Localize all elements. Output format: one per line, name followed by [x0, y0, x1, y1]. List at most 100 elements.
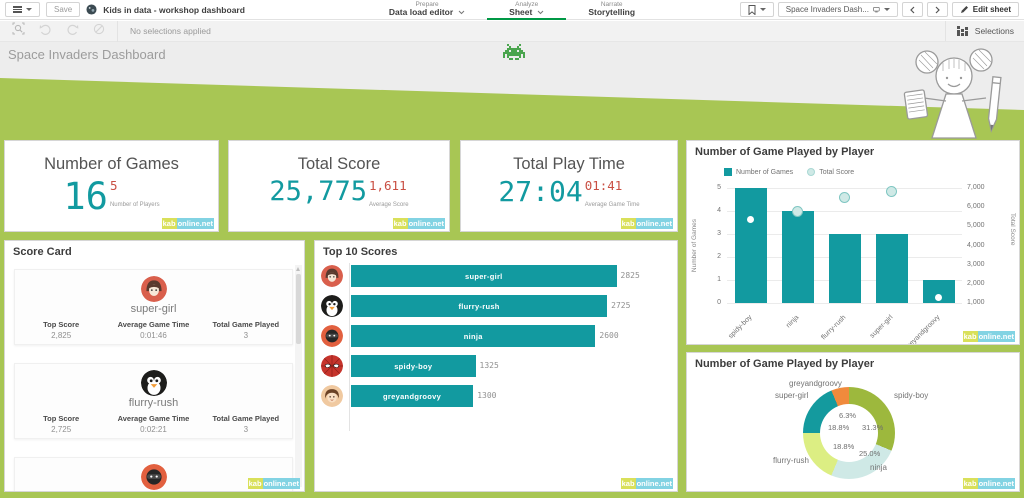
slice-label-ninja: ninja	[870, 463, 887, 472]
bar-label: super-girl	[464, 271, 503, 281]
legend-label: Number of Games	[736, 168, 794, 176]
panel-title: Score Card	[13, 246, 72, 258]
point-super-girl[interactable]	[886, 185, 897, 197]
left-axis-tick: 3	[717, 230, 721, 237]
score-value: 2825	[620, 271, 640, 280]
score-card-flurry-rush[interactable]: flurry-rush Top Score 2,725 Average Game Ti…	[14, 363, 293, 439]
selections-tool-button[interactable]: Selections	[944, 21, 1024, 41]
selections-label: Selections	[974, 26, 1014, 36]
step-back-icon[interactable]	[39, 22, 52, 40]
global-menu-button[interactable]	[5, 2, 40, 17]
separator	[117, 20, 118, 42]
score-value: 1300	[477, 391, 497, 400]
toolbar-right: Space Invaders Dash... Edit sheet	[657, 2, 1024, 17]
smart-search-icon[interactable]	[12, 22, 25, 40]
stat-header: Total Game Played	[212, 320, 280, 329]
stat-value: 3	[243, 425, 249, 434]
kpi-secondary-value: 01:41	[584, 178, 623, 193]
stat-header: Top Score	[43, 320, 80, 329]
bar-ninja[interactable]	[781, 211, 814, 303]
bookmarks-button[interactable]	[739, 2, 774, 17]
stat-value: 2,725	[51, 425, 72, 434]
slice-pct-flurry-rush: 18.8%	[833, 442, 855, 451]
step-forward-icon[interactable]	[66, 22, 79, 40]
score-card-ninja[interactable]: ninjaTop ScoreAverage Game TimeTotal Gam…	[14, 457, 293, 492]
score-card-panel[interactable]: Score Card super-girl Top Score 2,825 Avera…	[4, 240, 305, 492]
score-bar-greyandgroovy[interactable]: greyandgroovy	[351, 385, 474, 407]
scroll-up-arrow-icon[interactable]	[296, 267, 301, 271]
nav-label: Storytelling	[588, 6, 636, 17]
nav-label: Sheet	[509, 6, 533, 17]
player-name: ninja	[15, 491, 292, 492]
sheet-selector-button[interactable]: Space Invaders Dash...	[777, 2, 898, 17]
watermark: kab online.net	[161, 218, 214, 229]
clear-selections-icon[interactable]	[93, 22, 105, 40]
sheet-selector-label: Space Invaders Dash...	[785, 5, 869, 14]
combo-chart-games-by-player[interactable]: Number of Game Played by Player Number o…	[686, 140, 1020, 345]
slice-pct-greyandgroovy: 6.3%	[839, 411, 857, 420]
point-spidy-boy[interactable]	[747, 216, 754, 224]
point-greyandgroovy[interactable]	[935, 293, 942, 301]
gridline	[727, 303, 962, 304]
chevron-down-icon	[883, 8, 890, 11]
kpi-value: 16	[63, 175, 108, 218]
bar-spidy-boy[interactable]	[734, 188, 767, 303]
top-10-scores-chart[interactable]: Top 10 Scores super-girl 2825 flurry-rush 2…	[314, 240, 678, 492]
bar-super-girl[interactable]	[875, 234, 908, 303]
watermark: kab online.net	[962, 478, 1015, 489]
scrollbar[interactable]	[295, 265, 302, 487]
scrollbar-thumb[interactable]	[296, 274, 301, 344]
top-toolbar: Save Kids in data - workshop dashboard P…	[0, 0, 1024, 20]
right-axis-tick: 6,000	[967, 203, 985, 211]
watermark: kab online.net	[620, 218, 673, 229]
point-flurry-rush[interactable]	[839, 192, 850, 204]
nav-narrate[interactable]: Narrate Storytelling	[566, 0, 657, 20]
slice-label-greyandgroovy: greyandgroovy	[789, 379, 842, 388]
watermark: kab online.net	[247, 478, 300, 489]
previous-sheet-button[interactable]	[901, 2, 923, 17]
score-bar-flurry-rush[interactable]: flurry-rush	[351, 295, 608, 317]
stat-value: 3	[243, 331, 249, 340]
bar-label: spidy-boy	[394, 361, 433, 371]
edit-sheet-button[interactable]: Edit sheet	[951, 2, 1019, 17]
avatar-greyandgroovy	[321, 385, 343, 407]
next-sheet-button[interactable]	[926, 2, 948, 17]
slice-label-spidy-boy: spidy-boy	[894, 391, 929, 400]
nav-prepare[interactable]: Prepare Data load editor	[367, 0, 487, 20]
chart-title: Number of Game Played by Player	[695, 146, 875, 158]
score-bar-super-girl[interactable]: super-girl	[351, 265, 617, 287]
left-axis-tick: 1	[717, 276, 721, 283]
score-value: 1325	[479, 361, 499, 370]
bar-greyandgroovy[interactable]	[922, 280, 955, 303]
right-axis-tick: 3,000	[967, 260, 985, 268]
top10-row: flurry-rush 2725	[315, 295, 677, 317]
nav-section-label: Analyze	[515, 0, 539, 8]
nav-analyze[interactable]: Analyze Sheet	[487, 0, 567, 20]
stat-value: 2,825	[51, 331, 72, 340]
donut-chart-games-by-player[interactable]: Number of Game Played by Player 31.3% spi…	[686, 352, 1020, 492]
kpi-total-play-time[interactable]: Total Play Time 27:04 01:41 Average Game …	[460, 140, 678, 232]
kpi-secondary-value: 1,611	[368, 178, 407, 193]
score-bar-ninja[interactable]: ninja	[351, 325, 596, 347]
nav-label: Data load editor	[388, 6, 454, 17]
avatar-ninja	[321, 325, 343, 347]
stat-value: 0:01:46	[140, 331, 167, 340]
chevron-left-icon	[909, 6, 915, 13]
score-value: 2600	[599, 331, 619, 340]
point-ninja[interactable]	[792, 205, 803, 217]
left-axis-tick: 2	[717, 253, 721, 260]
score-card-super-girl[interactable]: super-girl Top Score 2,825 Average Game Tim…	[14, 269, 293, 345]
x-axis-label: spidy-boy	[726, 314, 753, 341]
avatar-flurry-rush	[321, 295, 343, 317]
avatar-ninja	[140, 464, 167, 490]
bar-flurry-rush[interactable]	[828, 234, 861, 303]
kpi-total-score[interactable]: Total Score 25,775 1,611 Average Score ka…	[228, 140, 450, 232]
slice-pct-spidy-boy: 31.3%	[862, 423, 884, 432]
chevron-down-icon	[458, 10, 465, 14]
chart-title: Top 10 Scores	[323, 246, 398, 258]
kpi-secondary-label: Average Score	[368, 201, 409, 208]
score-bar-spidy-boy[interactable]: spidy-boy	[351, 355, 476, 377]
kpi-number-of-games[interactable]: Number of Games 16 5 Number of Players ka…	[4, 140, 219, 232]
app-title: Kids in data - workshop dashboard	[103, 4, 245, 15]
save-button[interactable]: Save	[46, 2, 81, 17]
